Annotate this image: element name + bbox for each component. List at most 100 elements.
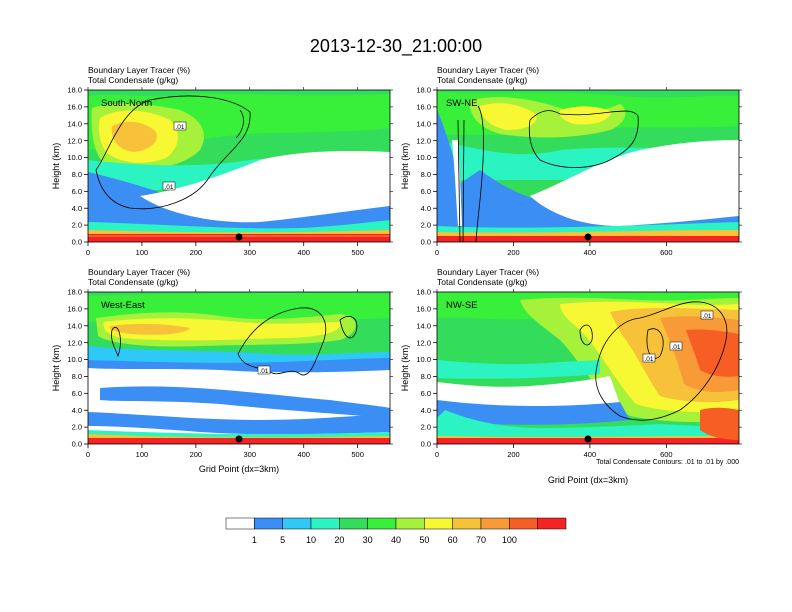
colorbar-label: 40	[391, 535, 401, 545]
x-ticks: 0 100 200 300 400 500	[86, 87, 364, 257]
panel-label: South-North	[101, 98, 152, 109]
y-tick-label: 14.0	[416, 119, 431, 128]
plot-frame	[87, 89, 391, 243]
x-tick-label: 400	[297, 450, 310, 459]
x-tick-label: 200	[190, 248, 203, 257]
svg-text:.01: .01	[259, 368, 268, 375]
y-axis-label: Height (km)	[51, 143, 61, 190]
y-tick-label: 8.0	[421, 372, 431, 381]
y-tick-label: 0.0	[72, 238, 82, 247]
contour-footnote: Total Condensate Contours: .01 to .01 by…	[596, 459, 739, 466]
colorbar-label: 10	[306, 535, 316, 545]
colorbar-label: 50	[419, 535, 429, 545]
y-tick-label: 18.0	[67, 86, 82, 95]
y-tick-label: 6.0	[72, 187, 82, 196]
colorbar-swatch	[509, 517, 538, 530]
y-tick-label: 10.0	[67, 355, 82, 364]
x-tick-label: 0	[86, 248, 90, 257]
plot-frame	[436, 291, 740, 445]
colorbar-swatch	[339, 517, 368, 530]
x-tick-label: 400	[584, 248, 597, 257]
colorbar-label: 70	[476, 535, 486, 545]
x-tick-label: 600	[660, 248, 673, 257]
y-tick-label: 16.0	[416, 304, 431, 313]
colorbar-swatch	[395, 517, 425, 530]
x-tick-label: 200	[190, 450, 203, 459]
contour-label: .01	[173, 121, 187, 131]
heatmap-field	[437, 292, 739, 444]
x-ticks: 0 200 400 600	[435, 87, 673, 257]
location-marker	[235, 233, 243, 241]
contour-label: .01	[669, 341, 683, 351]
y-tick-label: 12.0	[67, 136, 82, 145]
y-tick-label: 4.0	[72, 204, 82, 213]
colorbar-swatch	[537, 517, 567, 530]
location-marker	[584, 435, 592, 443]
contour-label: .01	[257, 365, 271, 375]
svg-text:.01: .01	[175, 124, 184, 131]
colorbar-label: 20	[334, 535, 344, 545]
y-tick-label: 18.0	[67, 288, 82, 297]
y-tick-label: 2.0	[72, 221, 82, 230]
y-tick-label: 14.0	[67, 321, 82, 330]
colorbar-swatch	[452, 517, 482, 530]
location-marker	[235, 435, 243, 443]
y-tick-label: 14.0	[67, 119, 82, 128]
y-tick-label: 8.0	[72, 170, 82, 179]
panel-sw-ne: Boundary Layer Tracer (%) Total Condensa…	[400, 65, 742, 257]
x-tick-label: 600	[660, 450, 673, 459]
y-tick-label: 8.0	[421, 170, 431, 179]
y-ticks: 0.0 2.0 4.0 6.0 8.0 10.0 12.0 14.0 16.0 18.0	[416, 86, 742, 247]
x-tick-label: 500	[351, 248, 364, 257]
y-tick-label: 0.0	[421, 440, 431, 449]
panel-title-line2: Total Condensate (g/kg)	[88, 75, 178, 85]
x-axis-label: Grid Point (dx=3km)	[548, 475, 628, 485]
location-marker	[584, 233, 592, 241]
contour-label: .01	[700, 310, 714, 320]
y-tick-label: 16.0	[416, 102, 431, 111]
heatmap-field	[437, 90, 739, 242]
figure-title: 2013-12-30_21:00:00	[310, 36, 482, 57]
y-tick-label: 6.0	[421, 187, 431, 196]
svg-text:.01: .01	[671, 344, 680, 351]
y-axis-label: Height (km)	[400, 143, 410, 190]
x-tick-label: 0	[86, 450, 90, 459]
condensate-contours	[579, 301, 728, 421]
x-tick-label: 100	[136, 248, 149, 257]
x-tick-label: 0	[435, 248, 439, 257]
svg-text:.01: .01	[164, 184, 173, 191]
y-tick-label: 18.0	[416, 288, 431, 297]
y-tick-label: 0.0	[421, 238, 431, 247]
colorbar-label: 5	[280, 535, 285, 545]
y-tick-label: 2.0	[421, 221, 431, 230]
colorbar-swatch	[310, 517, 340, 530]
panel-label: NW-SE	[446, 300, 478, 311]
y-tick-label: 2.0	[72, 423, 82, 432]
x-tick-label: 200	[507, 450, 520, 459]
x-tick-label: 500	[351, 450, 364, 459]
condensate-contours	[95, 95, 251, 210]
condensate-contours	[457, 105, 639, 242]
y-ticks: 0.0 2.0 4.0 6.0 8.0 10.0 12.0 14.0 16.0 18.0	[67, 288, 393, 449]
x-tick-label: 300	[244, 450, 257, 459]
panel-title-line2: Total Condensate (g/kg)	[88, 277, 178, 287]
x-tick-label: 200	[507, 248, 520, 257]
y-tick-label: 12.0	[416, 136, 431, 145]
x-tick-label: 0	[435, 450, 439, 459]
contour-label: .01	[162, 181, 176, 191]
heatmap-field	[88, 90, 390, 242]
y-tick-label: 10.0	[67, 153, 82, 162]
colorbar-swatch	[225, 517, 255, 530]
y-tick-label: 12.0	[67, 338, 82, 347]
panel-west-east: Boundary Layer Tracer (%) Total Condensa…	[51, 267, 393, 474]
contour-label: .01	[642, 353, 656, 363]
panel-title-line1: Boundary Layer Tracer (%)	[437, 267, 539, 277]
plot-frame	[436, 89, 740, 243]
y-tick-label: 6.0	[72, 389, 82, 398]
y-tick-label: 16.0	[67, 102, 82, 111]
y-tick-label: 2.0	[421, 423, 431, 432]
panel-title-line1: Boundary Layer Tracer (%)	[437, 65, 539, 75]
y-tick-label: 4.0	[72, 406, 82, 415]
colorbar-swatch	[367, 517, 397, 530]
